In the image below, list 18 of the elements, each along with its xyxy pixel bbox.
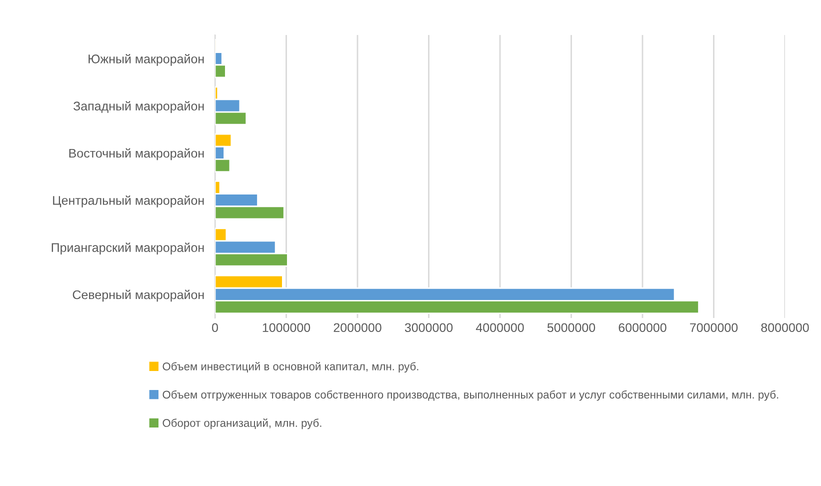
x-tick-label: 2000000	[334, 323, 382, 332]
x-tick-label: 5000000	[547, 323, 596, 332]
y-tick-label: Южный макрорайон	[88, 54, 204, 66]
x-tick-label: 7000000	[690, 323, 738, 332]
legend-label: Объем отгруженных товаров собственного производства, выполненных работ и услуг собственными силами, млн. руб.	[162, 390, 778, 401]
legend-label: Оборот организаций, млн. руб.	[162, 418, 322, 430]
x-tick-label: 1000000	[262, 323, 310, 332]
x-tick-label: 4000000	[476, 323, 524, 332]
y-tick-label: Северный макрорайон	[72, 290, 204, 302]
legend-label: Объем инвестиций в основной капитал, млн. руб.	[162, 362, 418, 373]
x-tick-label: 3000000	[404, 323, 453, 332]
x-tick-label: 8000000	[761, 323, 809, 332]
x-tick-label: 0	[212, 323, 218, 332]
y-tick-label: Западный макрорайон	[73, 101, 204, 113]
y-tick-label: Восточный макрорайон	[69, 148, 204, 160]
y-tick-label: Центральный макрорайон	[53, 195, 204, 208]
x-tick-label: 6000000	[618, 323, 666, 332]
y-tick-label: Приангарский макрорайон	[52, 242, 204, 254]
